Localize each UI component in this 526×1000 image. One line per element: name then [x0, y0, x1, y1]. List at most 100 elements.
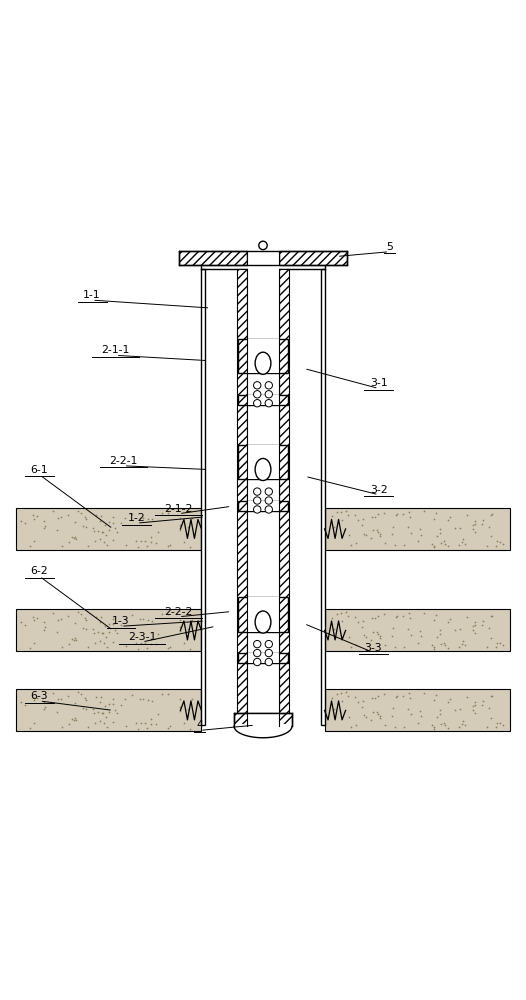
Point — [347, 537, 355, 553]
Point — [374, 688, 382, 704]
Point — [359, 526, 368, 542]
Point — [491, 538, 500, 554]
Point — [417, 527, 425, 543]
Point — [30, 533, 38, 549]
Bar — [321, 269, 325, 725]
Point — [416, 703, 424, 719]
Text: 1-3: 1-3 — [112, 616, 130, 626]
Text: 6-2: 6-2 — [31, 566, 48, 576]
Point — [21, 617, 29, 633]
Bar — [238, 339, 288, 373]
Point — [29, 511, 38, 527]
Point — [96, 614, 105, 630]
Point — [57, 691, 66, 707]
Point — [471, 625, 480, 641]
Point — [176, 619, 185, 635]
Point — [374, 524, 382, 540]
Point — [108, 509, 117, 525]
Point — [176, 623, 185, 639]
Point — [77, 505, 85, 521]
Point — [69, 530, 78, 546]
Point — [332, 606, 341, 622]
Point — [147, 631, 155, 647]
Point — [431, 505, 440, 521]
Point — [439, 715, 448, 731]
Point — [469, 517, 477, 533]
Point — [111, 702, 119, 718]
Bar — [238, 653, 288, 663]
Point — [446, 611, 454, 627]
Point — [183, 526, 191, 542]
Bar — [16, 508, 201, 550]
Text: 2-2-1: 2-2-1 — [109, 456, 138, 466]
Point — [389, 700, 397, 716]
Point — [184, 701, 193, 717]
Point — [371, 690, 379, 706]
Point — [128, 687, 136, 703]
Point — [164, 720, 173, 736]
Point — [92, 609, 100, 625]
Point — [376, 528, 385, 544]
Point — [450, 622, 459, 638]
Point — [493, 533, 501, 549]
Point — [482, 719, 491, 735]
Point — [443, 694, 452, 710]
Point — [430, 612, 438, 628]
Point — [470, 694, 479, 710]
Point — [164, 538, 173, 554]
Point — [461, 536, 469, 552]
Point — [143, 640, 151, 656]
Point — [40, 694, 48, 710]
Circle shape — [254, 506, 261, 513]
Bar — [247, 251, 279, 265]
Point — [183, 628, 191, 644]
Point — [446, 509, 454, 525]
Point — [441, 536, 449, 552]
Point — [337, 504, 345, 520]
Point — [390, 719, 399, 735]
Point — [328, 508, 336, 524]
Point — [357, 517, 366, 533]
Point — [71, 615, 79, 631]
Bar — [325, 609, 510, 651]
Circle shape — [265, 391, 272, 398]
Point — [30, 635, 38, 651]
Point — [379, 686, 388, 702]
Point — [96, 531, 105, 547]
Point — [154, 524, 162, 540]
Point — [122, 537, 130, 553]
Point — [109, 515, 117, 531]
Circle shape — [265, 400, 272, 407]
Point — [144, 692, 152, 708]
Point — [493, 635, 501, 651]
Point — [456, 621, 464, 637]
Point — [389, 519, 397, 535]
Point — [104, 616, 113, 632]
Point — [71, 514, 79, 530]
Point — [17, 694, 25, 710]
Point — [431, 687, 440, 703]
Bar — [247, 445, 279, 479]
Point — [488, 506, 497, 522]
Point — [368, 509, 377, 525]
Point — [406, 509, 414, 525]
Point — [139, 510, 147, 526]
Point — [113, 625, 122, 641]
Point — [30, 715, 38, 731]
Point — [74, 503, 82, 519]
Point — [120, 510, 129, 526]
Point — [441, 637, 449, 653]
Point — [71, 529, 79, 545]
Point — [330, 621, 338, 637]
Point — [79, 620, 87, 636]
Point — [84, 719, 92, 735]
Point — [344, 507, 352, 523]
Point — [74, 684, 82, 700]
Point — [74, 604, 82, 620]
Point — [109, 616, 117, 632]
Point — [432, 629, 441, 645]
Point — [100, 698, 109, 714]
Point — [77, 686, 85, 702]
Point — [89, 520, 98, 536]
Point — [65, 636, 74, 652]
